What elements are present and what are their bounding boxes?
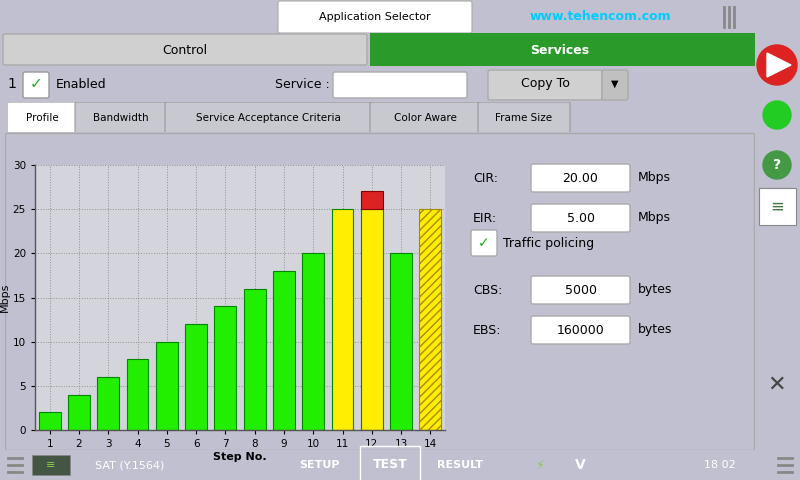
Circle shape xyxy=(763,101,791,129)
Bar xyxy=(98,377,119,430)
Text: ≡: ≡ xyxy=(770,198,784,216)
Text: ▼: ▼ xyxy=(611,79,618,89)
Bar xyxy=(361,192,382,209)
Text: 5000: 5000 xyxy=(565,284,597,297)
Text: V: V xyxy=(574,458,586,472)
Bar xyxy=(185,324,207,430)
Polygon shape xyxy=(767,53,791,77)
FancyBboxPatch shape xyxy=(602,70,628,100)
FancyBboxPatch shape xyxy=(75,102,167,134)
Text: ✓: ✓ xyxy=(30,76,42,92)
Text: 5.00: 5.00 xyxy=(566,212,594,225)
Bar xyxy=(331,209,354,430)
Text: Traffic policing: Traffic policing xyxy=(503,237,594,250)
FancyBboxPatch shape xyxy=(531,204,630,232)
Bar xyxy=(32,455,70,475)
Text: Application Selector: Application Selector xyxy=(319,12,431,22)
FancyBboxPatch shape xyxy=(7,102,77,134)
FancyBboxPatch shape xyxy=(478,102,570,134)
Bar xyxy=(126,360,149,430)
Bar xyxy=(68,395,90,430)
Text: Service :: Service : xyxy=(275,77,330,91)
Y-axis label: Mbps: Mbps xyxy=(0,283,10,312)
Text: Copy To: Copy To xyxy=(521,77,570,91)
Text: 1: 1 xyxy=(7,77,17,91)
Text: 20.00: 20.00 xyxy=(562,171,598,184)
Text: Mbps: Mbps xyxy=(638,212,671,225)
Bar xyxy=(361,209,382,430)
Text: EBS:: EBS: xyxy=(473,324,502,336)
Bar xyxy=(302,253,324,430)
Bar xyxy=(244,288,266,430)
FancyBboxPatch shape xyxy=(531,164,630,192)
Text: CIR:: CIR: xyxy=(473,171,498,184)
Text: 18 02: 18 02 xyxy=(704,460,736,470)
Text: SETUP: SETUP xyxy=(300,460,340,470)
Text: bytes: bytes xyxy=(638,324,672,336)
FancyBboxPatch shape xyxy=(369,32,756,67)
Circle shape xyxy=(763,151,791,179)
Text: ⚡: ⚡ xyxy=(536,458,544,471)
Text: ?: ? xyxy=(773,158,781,172)
Text: Frame Size: Frame Size xyxy=(495,113,553,123)
Bar xyxy=(419,209,442,430)
Text: ✕: ✕ xyxy=(768,375,786,395)
Text: Service Acceptance Criteria: Service Acceptance Criteria xyxy=(196,113,341,123)
Text: Control: Control xyxy=(162,44,207,57)
Text: ≡: ≡ xyxy=(46,460,56,470)
FancyBboxPatch shape xyxy=(531,316,630,344)
FancyBboxPatch shape xyxy=(278,1,472,33)
Text: SAT (Y.1564): SAT (Y.1564) xyxy=(95,460,164,470)
Text: bytes: bytes xyxy=(638,284,672,297)
X-axis label: Step No.: Step No. xyxy=(213,452,267,462)
FancyBboxPatch shape xyxy=(3,34,367,65)
FancyBboxPatch shape xyxy=(333,72,467,98)
Text: Mbps: Mbps xyxy=(638,171,671,184)
Text: ✓: ✓ xyxy=(478,236,490,250)
Text: EIR:: EIR: xyxy=(473,212,497,225)
Bar xyxy=(273,271,295,430)
Text: TEST: TEST xyxy=(373,458,407,471)
Text: Services: Services xyxy=(530,44,590,57)
Text: Color Aware: Color Aware xyxy=(394,113,457,123)
Text: CBS:: CBS: xyxy=(473,284,502,297)
Text: www.tehencom.com: www.tehencom.com xyxy=(529,11,671,24)
Text: RESULT: RESULT xyxy=(437,460,483,470)
Circle shape xyxy=(757,45,797,85)
Bar xyxy=(38,412,61,430)
FancyBboxPatch shape xyxy=(488,70,602,100)
Bar xyxy=(759,188,796,225)
Bar xyxy=(214,306,236,430)
Bar xyxy=(156,342,178,430)
FancyBboxPatch shape xyxy=(531,276,630,304)
FancyBboxPatch shape xyxy=(23,72,49,98)
Text: Bandwidth: Bandwidth xyxy=(93,113,149,123)
FancyBboxPatch shape xyxy=(370,102,480,134)
Text: Profile: Profile xyxy=(26,113,58,123)
FancyBboxPatch shape xyxy=(471,230,497,256)
Bar xyxy=(390,253,412,430)
Text: Enabled: Enabled xyxy=(56,77,106,91)
Text: 160000: 160000 xyxy=(557,324,604,336)
FancyBboxPatch shape xyxy=(165,102,372,134)
